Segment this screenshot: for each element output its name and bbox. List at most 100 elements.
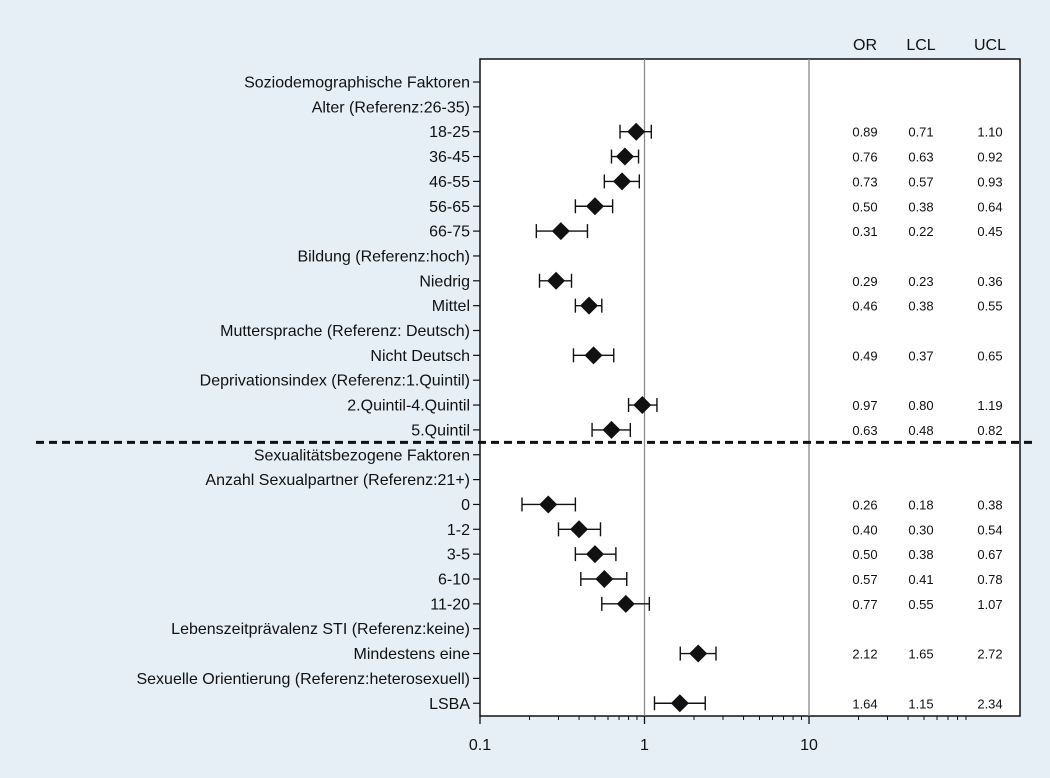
or-value: 0.50 (852, 199, 877, 214)
lcl-value: 0.38 (908, 299, 933, 314)
ucl-value: 0.93 (977, 174, 1002, 189)
row-label: Nicht Deutsch (370, 348, 470, 365)
ucl-value: 0.45 (977, 224, 1002, 239)
row-label: 66-75 (429, 224, 470, 241)
ucl-value: 1.19 (977, 398, 1002, 413)
or-marker (670, 694, 689, 713)
row-label: Niedrig (419, 273, 470, 290)
row-label: 3-5 (447, 547, 470, 564)
row-label: 11-20 (430, 596, 470, 613)
row-label: Mittel (432, 298, 470, 315)
row-label: Mindestens eine (353, 646, 470, 663)
row-label: 2.Quintil-4.Quintil (347, 398, 470, 415)
ucl-value: 0.38 (977, 497, 1002, 512)
row-label: 5.Quintil (411, 422, 470, 439)
or-value: 0.77 (852, 597, 877, 612)
ucl-value: 0.54 (977, 522, 1002, 537)
row-label: 6-10 (438, 572, 470, 589)
ucl-value: 2.72 (977, 647, 1002, 662)
column-header-or: OR (853, 37, 877, 54)
x-tick-label: 10 (800, 737, 818, 754)
or-marker (595, 570, 614, 588)
lcl-value: 0.80 (908, 398, 933, 413)
lcl-value: 0.63 (908, 150, 933, 165)
lcl-value: 0.38 (908, 199, 933, 214)
or-marker (580, 296, 599, 315)
or-value: 0.50 (852, 547, 877, 562)
lcl-value: 0.22 (908, 224, 933, 239)
ucl-value: 0.67 (977, 547, 1002, 562)
ucl-value: 0.92 (977, 150, 1002, 165)
lcl-value: 0.37 (908, 348, 933, 363)
ucl-value: 1.10 (977, 125, 1002, 140)
row-label: 1-2 (447, 522, 470, 539)
or-marker (551, 222, 570, 241)
or-marker (570, 520, 589, 539)
lcl-value: 0.38 (908, 547, 933, 562)
or-value: 0.49 (852, 348, 877, 363)
or-value: 0.26 (852, 497, 877, 512)
or-value: 0.31 (852, 224, 877, 239)
x-tick-label: 1 (640, 737, 649, 754)
or-value: 0.40 (852, 522, 877, 537)
lcl-value: 1.15 (908, 696, 933, 711)
or-value: 0.97 (852, 398, 877, 413)
or-value: 1.64 (852, 696, 877, 711)
row-label: Lebenszeitprävalenz STI (Referenz:keine) (171, 621, 470, 638)
column-header-ucl: UCL (974, 37, 1006, 54)
ucl-value: 0.78 (977, 572, 1002, 587)
row-label: 0 (461, 497, 470, 514)
lcl-value: 0.48 (908, 423, 933, 438)
lcl-value: 0.18 (908, 497, 933, 512)
row-label: Sexuelle Orientierung (Referenz:heterose… (136, 671, 470, 688)
row-label: 46-55 (429, 174, 470, 191)
or-value: 0.76 (852, 150, 877, 165)
or-marker (613, 172, 632, 191)
row-label: LSBA (429, 696, 470, 713)
or-marker (539, 495, 558, 514)
row-label: Bildung (Referenz:hoch) (297, 248, 470, 265)
row-label: 56-65 (429, 199, 470, 216)
or-marker (615, 147, 634, 166)
or-value: 0.73 (852, 174, 877, 189)
lcl-value: 0.71 (908, 125, 933, 140)
row-label: Sexualitätsbezogene Faktoren (254, 447, 470, 464)
ucl-value: 0.65 (977, 348, 1002, 363)
or-value: 0.29 (852, 274, 877, 289)
row-label: Soziodemographische Faktoren (244, 75, 470, 92)
or-value: 0.46 (852, 299, 877, 314)
lcl-value: 0.41 (908, 572, 933, 587)
plot-area (479, 58, 1021, 717)
x-tick-label: 0.1 (469, 737, 491, 754)
or-marker (585, 545, 604, 564)
row-label: 18-25 (429, 124, 470, 141)
or-marker (627, 122, 646, 141)
or-marker (602, 420, 621, 439)
lcl-value: 0.23 (908, 274, 933, 289)
row-label: Alter (Referenz:26-35) (312, 99, 470, 116)
ucl-value: 0.36 (977, 274, 1002, 289)
row-label: 36-45 (429, 149, 470, 166)
or-value: 0.89 (852, 125, 877, 140)
row-label: Deprivationsindex (Referenz:1.Quintil) (200, 373, 470, 390)
or-marker (584, 346, 603, 365)
row-label: Muttersprache (Referenz: Deutsch) (220, 323, 470, 340)
or-marker (689, 644, 708, 663)
row-label: Anzahl Sexualpartner (Referenz:21+) (205, 472, 470, 489)
ucl-value: 0.64 (977, 199, 1002, 214)
ucl-value: 1.07 (977, 597, 1002, 612)
column-header-lcl: LCL (906, 37, 935, 54)
ucl-value: 0.55 (977, 299, 1002, 314)
lcl-value: 0.55 (908, 597, 933, 612)
or-marker (633, 396, 652, 415)
or-marker (585, 197, 604, 216)
lcl-value: 1.65 (908, 647, 933, 662)
or-value: 0.63 (852, 423, 877, 438)
ucl-value: 0.82 (977, 423, 1002, 438)
or-marker (616, 594, 635, 613)
lcl-value: 0.57 (908, 174, 933, 189)
or-value: 2.12 (852, 647, 877, 662)
or-marker (547, 271, 566, 290)
lcl-value: 0.30 (908, 522, 933, 537)
